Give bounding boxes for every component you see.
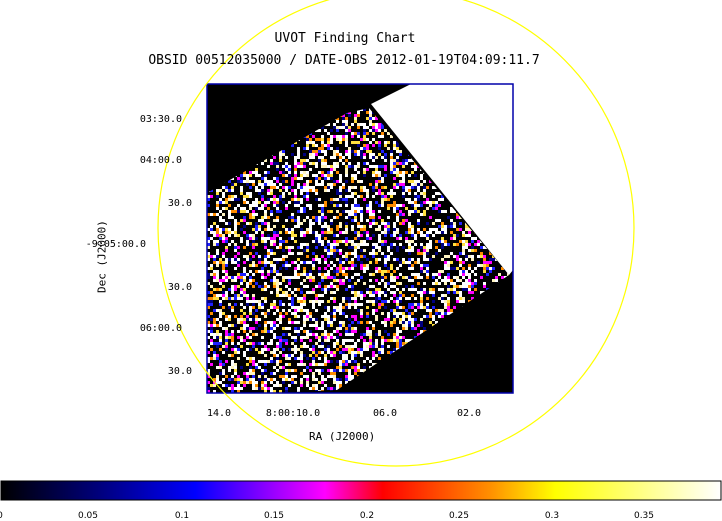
image-frame	[206, 83, 514, 394]
saturated-strip	[371, 84, 513, 275]
colorbar-tick-label: 0.25	[448, 511, 470, 521]
ra-tick-label: 8:00:10.0	[265, 408, 321, 419]
colorbar-tick-label: 0.05	[77, 511, 99, 521]
dec-tick-label: 04:00.0	[139, 155, 182, 166]
colorbar-tick-label: 0.2	[359, 511, 375, 521]
dec-tick-label: 06:00.0	[139, 323, 182, 334]
colorbar-tick-label: 0.3	[544, 511, 560, 521]
dec-tick-label: 30.0	[167, 198, 192, 209]
dec-tick-label: 03:30.0	[139, 114, 182, 125]
ra-tick-label: 06.0	[372, 408, 398, 419]
ra-tick-label: 14.0	[206, 408, 232, 419]
ra-tick-label: 02.0	[456, 408, 482, 419]
colorbar-tick-label: 0.1	[174, 511, 190, 521]
chart-subtitle: OBSID 00512035000 / DATE-OBS 2012-01-19T…	[148, 53, 540, 68]
dec-tick-label: -9:05:00.0	[85, 239, 146, 250]
colorbar-tick-label: 0.35	[633, 511, 655, 521]
dec-tick-label: 30.0	[167, 282, 192, 293]
colorbar-tick-label: 0.15	[263, 511, 285, 521]
ra-axis-label: RA (J2000)	[309, 430, 376, 443]
dec-tick-label: 30.0	[167, 366, 192, 377]
colorbar-tick-label: 0	[0, 512, 20, 521]
field-of-view-circle	[157, 0, 635, 467]
colorbar	[0, 480, 722, 501]
chart-title: UVOT Finding Chart	[274, 31, 416, 46]
